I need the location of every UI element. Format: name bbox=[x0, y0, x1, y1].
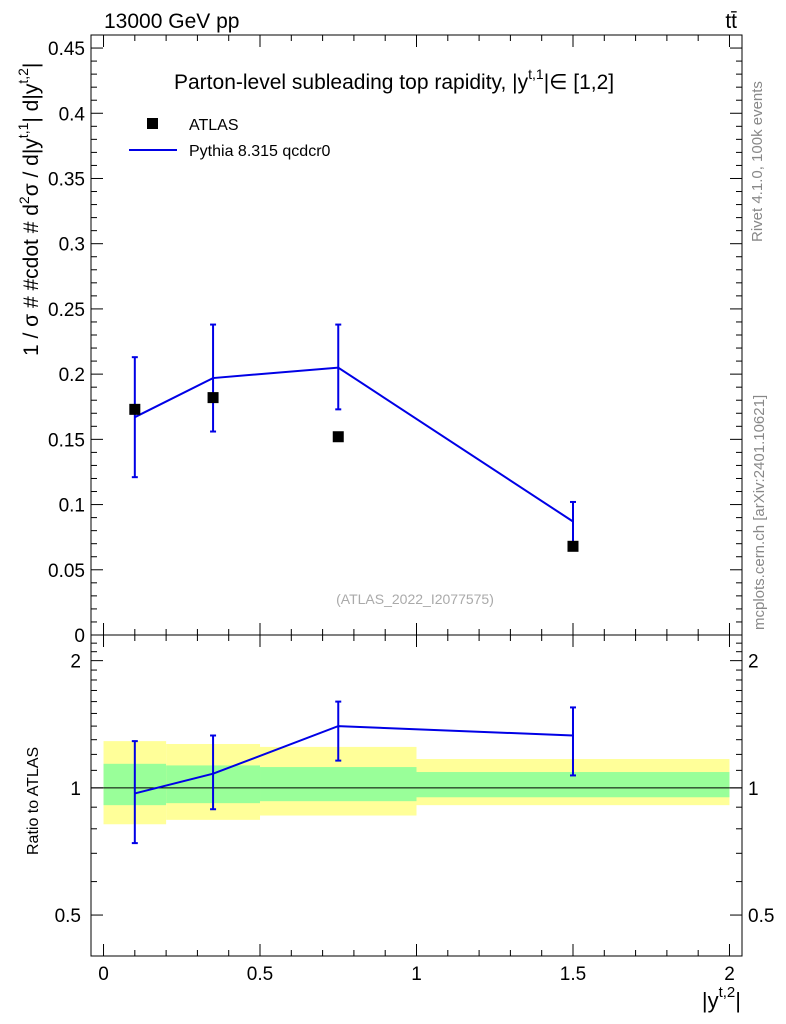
ylabel-part-3: t,1 bbox=[15, 122, 31, 138]
ratio-y-tick-label-right: 2 bbox=[748, 652, 759, 673]
main-title-tail: |∈ [1,2] bbox=[544, 71, 614, 94]
x-axis-label-sup: t,2 bbox=[719, 984, 736, 1001]
main-mc-series bbox=[131, 323, 576, 548]
ratio-y-tick-label-right: 1 bbox=[748, 779, 759, 800]
ratio-x-tick-labels: 0 0.5 1 1.5 2 bbox=[98, 964, 735, 985]
main-y-tick-label: 0.45 bbox=[48, 39, 85, 60]
x-tick-label: 0.5 bbox=[247, 964, 273, 985]
main-y-tick-label: 0.2 bbox=[59, 365, 85, 386]
legend: ATLAS Pythia 8.315 qcdcr0 bbox=[129, 117, 331, 160]
energy-label: 13000 GeV pp bbox=[104, 10, 239, 33]
x-tick-label: 1.5 bbox=[560, 964, 586, 985]
data-point bbox=[207, 392, 219, 404]
ratio-y-tick-label: 1 bbox=[70, 779, 81, 800]
mcplots-label: mcplots.cern.ch [arXiv:2401.10621] bbox=[751, 395, 768, 630]
data-point bbox=[332, 431, 344, 443]
ratio-axis-ticks bbox=[91, 634, 742, 957]
watermark: (ATLAS_2022_I2077575) bbox=[336, 591, 494, 607]
main-y-tick-label: 0.25 bbox=[48, 300, 85, 321]
data-point bbox=[129, 403, 141, 415]
main-y-tick-label: 0.15 bbox=[48, 430, 85, 451]
ylabel-part-2: σ / d|y bbox=[20, 138, 43, 197]
ratio-y-tick-labels: 0.5 0.5 1 1 2 2 bbox=[55, 652, 775, 927]
main-y-tick-label: 0.35 bbox=[48, 169, 85, 190]
x-axis-label-tail: | bbox=[735, 988, 741, 1013]
x-tick-label: 2 bbox=[724, 964, 735, 985]
x-tick-label: 1 bbox=[411, 964, 422, 985]
main-y-tick-label: 0 bbox=[74, 626, 85, 647]
main-title: Parton-level subleading top rapidity, |y… bbox=[174, 66, 614, 94]
main-y-tick-label: 0.3 bbox=[59, 235, 85, 256]
ratio-bands bbox=[103, 741, 730, 825]
ratio-band-inner bbox=[260, 767, 417, 802]
ylabel-part-5: t,2 bbox=[15, 68, 31, 84]
main-data-series bbox=[129, 392, 579, 552]
main-y-tick-label: 0.4 bbox=[59, 104, 86, 125]
main-title-sup: t,1 bbox=[528, 66, 544, 82]
ylabel-part-4: | d|y bbox=[20, 83, 43, 122]
process-label: tt̄ bbox=[725, 10, 737, 33]
ratio-y-axis-label: Ratio to ATLAS bbox=[25, 747, 42, 855]
ratio-mc-line bbox=[134, 725, 574, 795]
main-y-axis-label: 1 / σ # #cdot # d2σ / d|yt,1| d|yt,2| bbox=[15, 63, 43, 356]
ylabel-part-0: 1 / σ # #cdot # d bbox=[20, 204, 43, 356]
x-axis-label-text: |y bbox=[702, 988, 719, 1013]
main-plot: 0 0.05 0.1 0.15 0.2 0.25 0.3 0.35 0.4 0.45 Parton… bbox=[15, 34, 743, 647]
ratio-y-tick-label: 0.5 bbox=[55, 906, 81, 927]
main-y-tick-label: 0.05 bbox=[48, 561, 85, 582]
x-tick-label: 0 bbox=[98, 964, 109, 985]
legend-atlas-marker bbox=[147, 118, 158, 129]
ylabel-part-6: | bbox=[20, 63, 43, 68]
mc-line bbox=[134, 366, 574, 523]
main-y-tick-label: 0.1 bbox=[59, 496, 85, 517]
ratio-y-tick-label: 2 bbox=[70, 652, 81, 673]
ratio-mc-series bbox=[131, 700, 576, 845]
ratio-y-tick-label-right: 0.5 bbox=[748, 906, 774, 927]
data-point bbox=[567, 540, 579, 552]
ylabel-part-1: 2 bbox=[16, 196, 32, 204]
x-axis-label: |yt,2| bbox=[702, 984, 741, 1013]
main-y-tick-labels: 0 0.05 0.1 0.15 0.2 0.25 0.3 0.35 0.4 0.45 bbox=[48, 39, 85, 647]
ratio-plot: 0.5 0.5 1 1 2 2 0 0.5 1 1.5 2 Ratio to ATLAS |yt,… bbox=[25, 634, 775, 1013]
main-axis-ticks bbox=[91, 34, 742, 636]
legend-atlas-label: ATLAS bbox=[189, 117, 239, 134]
rivet-label: Rivet 4.1.0, 100k events bbox=[749, 81, 766, 242]
main-title-text: Parton-level subleading top rapidity, |y bbox=[174, 71, 529, 94]
legend-pythia-label: Pythia 8.315 qcdcr0 bbox=[189, 143, 331, 160]
